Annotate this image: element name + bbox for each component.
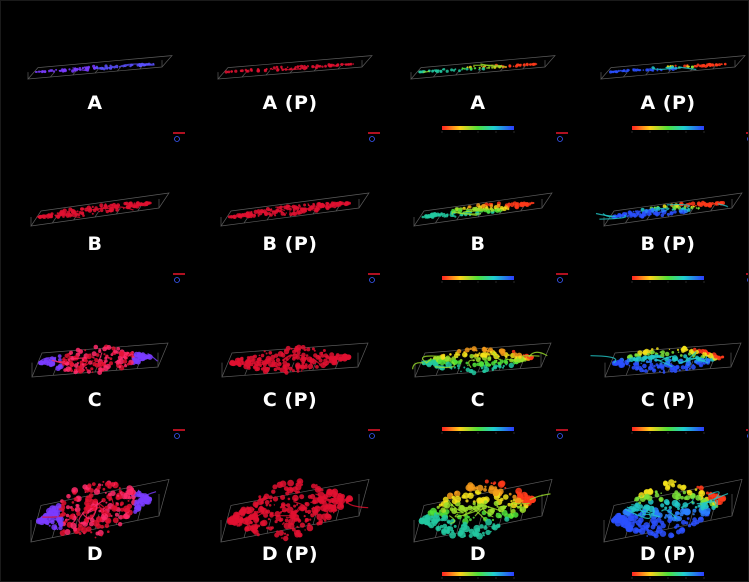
panel-a-2-box [217,55,373,80]
panel-a-1-box [27,55,173,80]
panel-a-1-render [35,62,155,74]
panel-b-1-box [30,192,170,227]
panel-c-3-colorbar [442,427,514,431]
panel-d-4-colorbar [632,572,704,576]
panel-b-2-box [220,192,370,227]
panel-c-2-scale-mark [368,429,380,431]
panel-d-3-colorbar [442,572,514,576]
panel-b-2-orient-icon [369,277,375,283]
panel-d-3-label: D [469,543,487,565]
panel-b-4-colorbar [632,276,704,280]
panel-c-1-label: C [87,389,103,411]
panel-a-3-colorbar [442,126,514,130]
panel-a-1-scale-mark [173,132,185,134]
panel-a-4-scale-mark [746,132,749,134]
panel-c-1-scale-mark [173,429,185,431]
panel-b-4-scale-mark [746,273,749,275]
panel-c-3-label: C [470,389,486,411]
panel-b-3-colorbar [442,276,514,280]
panel-d-1-render [35,480,157,539]
panel-a-3-label: A [470,92,486,114]
panel-b-2-render [227,201,351,219]
panel-c-4-scale-mark [746,429,749,431]
panel-c-3-render [412,346,548,376]
panel-a-4-label: A (P) [640,92,696,114]
panel-d-3-render [418,479,551,540]
panel-a-3-render [418,62,538,74]
panel-b-1-render [36,201,152,220]
panel-d-4-label: D (P) [639,543,697,565]
panel-c-4-render [590,345,725,374]
panel-b-4-render [595,200,729,220]
panel-d-4-render [611,479,729,539]
panel-b-1-scale-mark [173,273,185,275]
panel-c-3-scale-mark [556,429,568,431]
panel-d-2-label: D (P) [261,543,319,565]
panel-a-3-orient-icon [557,136,563,142]
panel-b-1-label: B [87,233,103,255]
panel-a-2-render [224,62,355,74]
panel-a-2-scale-mark [368,132,380,134]
panel-a-1-label: A [87,92,103,114]
panel-b-3-label: B [470,233,486,255]
panel-b-3-orient-icon [557,277,563,283]
panel-c-4-orient-icon [747,433,749,439]
panel-b-1-orient-icon [174,277,180,283]
panel-a-3-box [410,55,556,80]
panel-b-4-orient-icon [747,277,749,283]
panel-c-4-label: C (P) [640,389,696,411]
panel-c-2-render [229,344,352,375]
panel-c-3-orient-icon [557,433,563,439]
panel-a-4-colorbar [632,126,704,130]
panel-a-2-label: A (P) [262,92,318,114]
panel-b-3-box [413,192,553,227]
panel-d-2-render [226,478,369,542]
panel-b-2-label: B (P) [262,233,318,255]
panel-a-3-scale-mark [556,132,568,134]
panel-b-4-label: B (P) [640,233,696,255]
panel-c-1-orient-icon [174,433,180,439]
panel-c-1-render [38,344,158,375]
panel-b-2-scale-mark [368,273,380,275]
panel-a-4-render [609,62,727,74]
panel-c-2-label: C (P) [262,389,318,411]
panel-c-4-colorbar [632,427,704,431]
panel-d-1-label: D [86,543,104,565]
panel-c-2-orient-icon [369,433,375,439]
panel-a-1-orient-icon [174,136,180,142]
panel-a-2-orient-icon [369,136,375,142]
panel-a-4-orient-icon [747,136,749,142]
panel-a-4-box [600,55,746,80]
panel-b-3-scale-mark [556,273,568,275]
panel-b-3-render [421,201,535,219]
